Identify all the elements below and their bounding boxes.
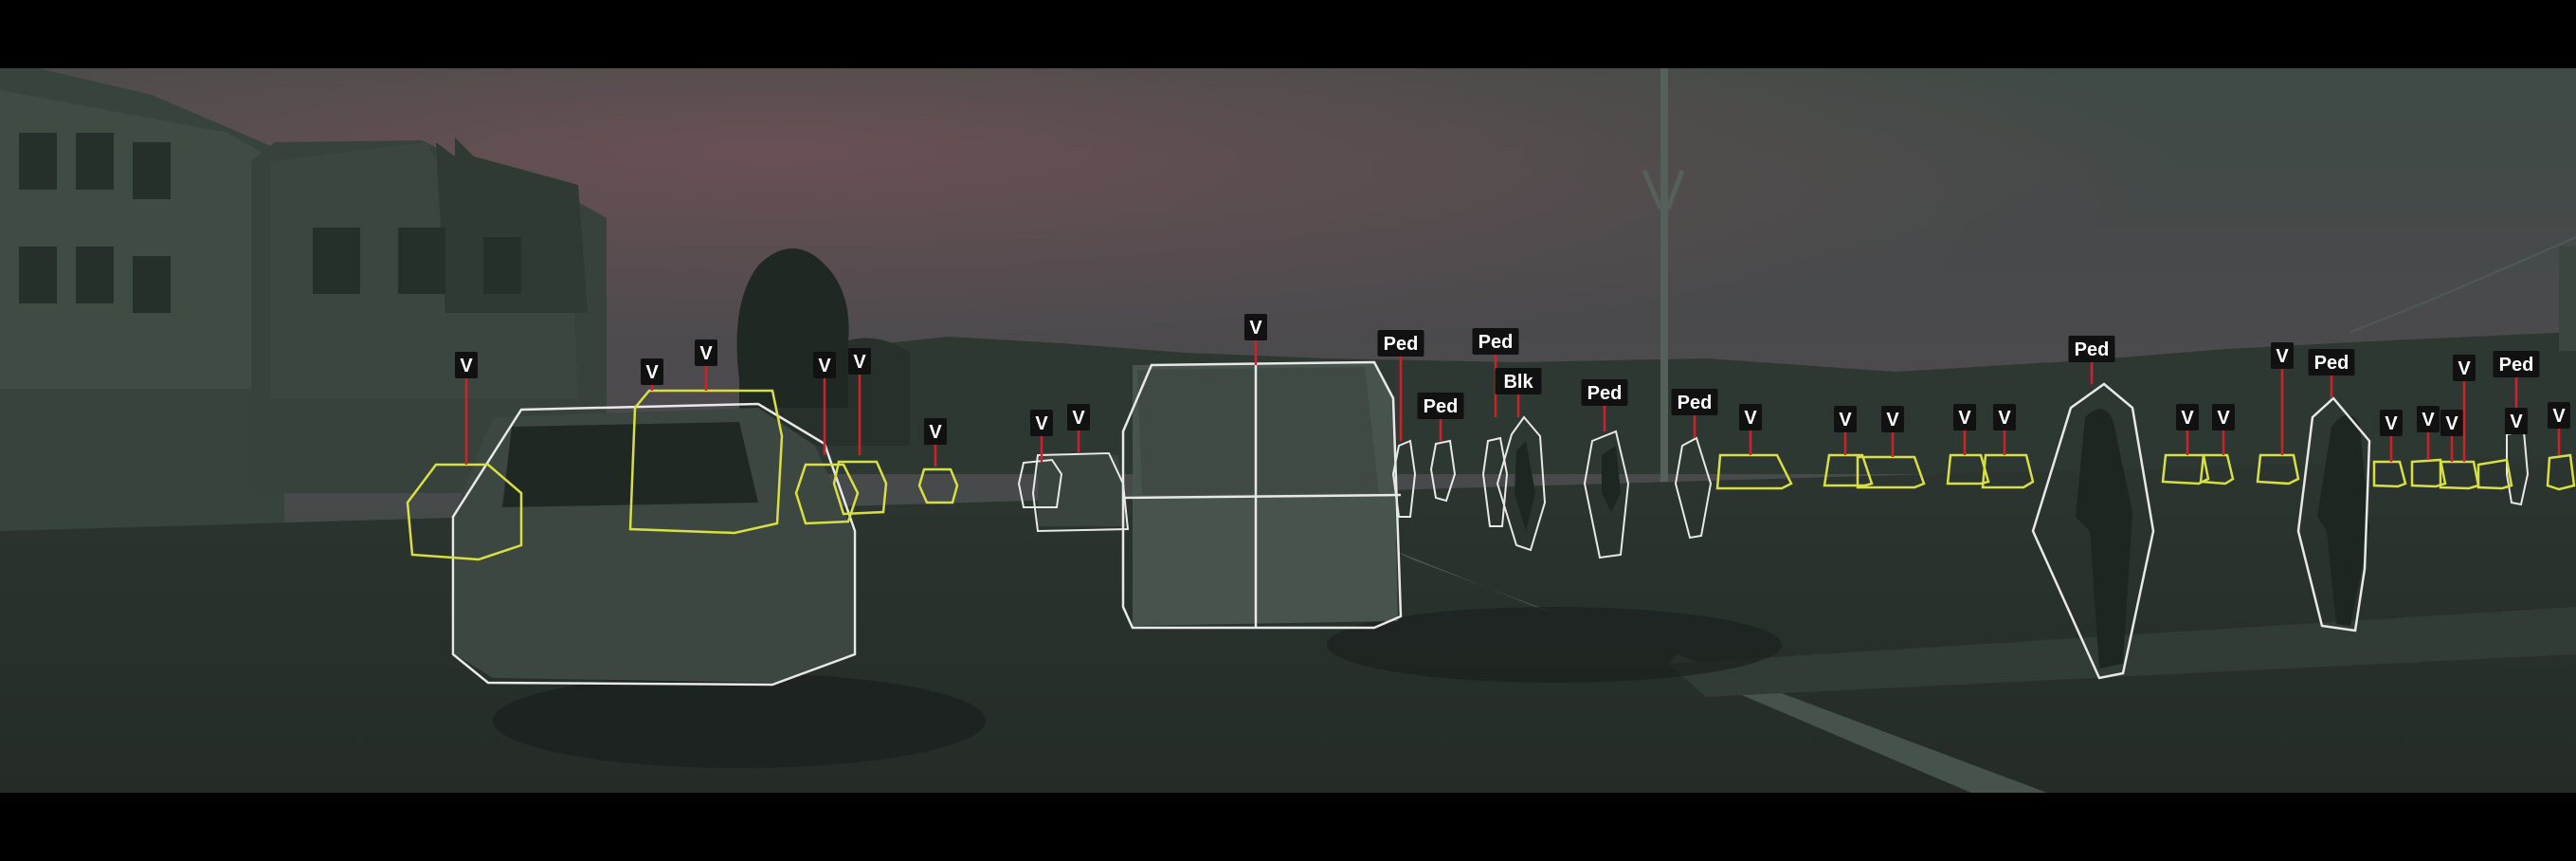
pedestrian-label: Ped [1384,334,1419,355]
pedestrian-label: Ped [2314,353,2349,374]
vehicle-label: V [853,352,866,373]
vehicle-label: V [1958,408,1971,429]
pedestrian-label: Ped [1478,332,1514,353]
vehicle-label: V [1998,408,2011,429]
letterbox-bottom [0,793,2576,861]
vehicle-label: V [2510,412,2523,432]
vehicle-label: V [818,356,831,376]
bike-label: Blk [1503,372,1533,393]
vehicle-label: V [2458,358,2471,379]
letterbox-top [0,0,2576,68]
vehicle-label: V [645,362,659,383]
vehicle-label: V [2276,346,2289,367]
vehicle-label: V [1072,408,1085,429]
vehicle-label: V [1886,410,1899,430]
vehicle-label: V [2445,413,2458,434]
pedestrian-label: Ped [2499,355,2534,376]
pedestrian-label: Ped [2075,339,2110,360]
vehicle-label: V [2385,413,2398,434]
vehicle-label: V [2552,406,2566,427]
vehicle-label: V [2422,410,2435,430]
vehicle-label: V [2217,408,2230,429]
vehicle-label: V [1744,408,1757,429]
vehicle-label: V [699,343,713,364]
vehicle-label: V [1035,413,1048,434]
pedestrian-label: Ped [1424,396,1459,417]
vehicle-label: V [1249,318,1262,339]
pedestrian-label: Ped [1587,383,1623,404]
vehicle-label: V [460,356,473,376]
pedestrian-label: Ped [1678,393,1713,413]
vehicle-label: V [1839,410,1852,430]
vehicle-label: V [929,422,942,443]
vehicle-label: V [2181,408,2194,429]
